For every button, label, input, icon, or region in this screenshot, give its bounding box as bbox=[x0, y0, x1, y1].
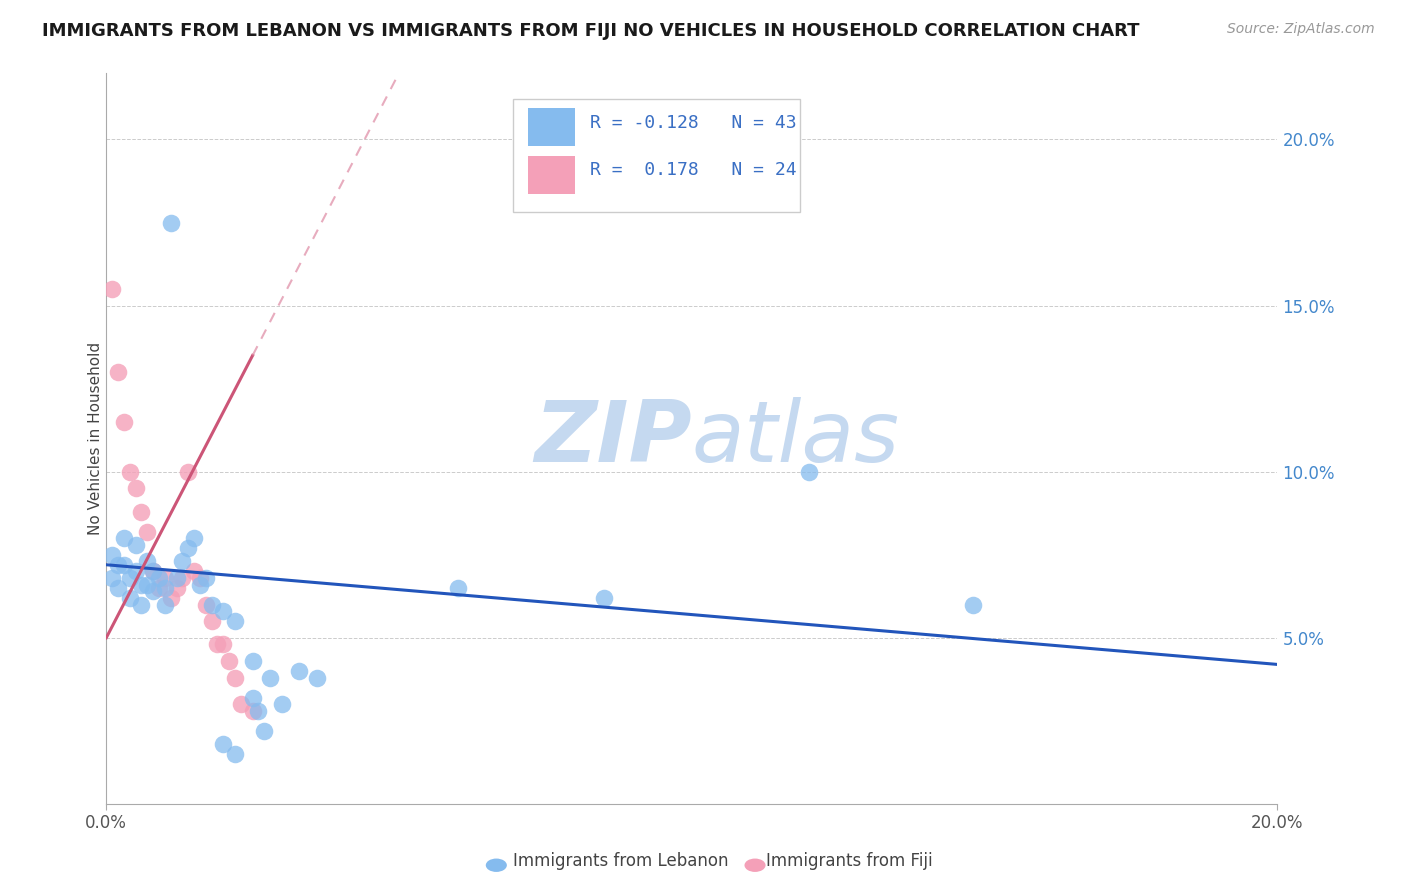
Point bbox=[247, 704, 270, 718]
Point bbox=[253, 723, 276, 738]
Point bbox=[136, 577, 159, 591]
Point bbox=[101, 548, 124, 562]
Point bbox=[159, 591, 181, 605]
Point bbox=[194, 571, 217, 585]
Point bbox=[142, 584, 165, 599]
Bar bbox=[527, 108, 575, 146]
Point bbox=[207, 638, 229, 652]
Point bbox=[107, 581, 129, 595]
Point bbox=[177, 541, 200, 555]
Point bbox=[224, 614, 246, 628]
Point bbox=[112, 531, 135, 545]
Point bbox=[229, 698, 252, 712]
Point bbox=[962, 598, 984, 612]
Point bbox=[142, 565, 165, 579]
Point bbox=[172, 554, 194, 568]
Point bbox=[172, 571, 194, 585]
Point bbox=[112, 558, 135, 572]
Point bbox=[124, 481, 146, 495]
Point bbox=[183, 531, 205, 545]
Text: atlas: atlas bbox=[692, 397, 900, 480]
Text: ZIP: ZIP bbox=[534, 397, 692, 480]
Point bbox=[593, 591, 616, 605]
Text: Source: ZipAtlas.com: Source: ZipAtlas.com bbox=[1227, 22, 1375, 37]
FancyBboxPatch shape bbox=[513, 98, 800, 212]
Point bbox=[212, 737, 235, 751]
Point bbox=[224, 671, 246, 685]
Point bbox=[201, 614, 224, 628]
Point bbox=[131, 598, 153, 612]
Point bbox=[183, 565, 205, 579]
Y-axis label: No Vehicles in Household: No Vehicles in Household bbox=[87, 342, 103, 535]
Point bbox=[107, 365, 129, 379]
Point bbox=[153, 598, 176, 612]
Point bbox=[136, 554, 159, 568]
Point bbox=[153, 581, 176, 595]
Text: R = -0.128   N = 43: R = -0.128 N = 43 bbox=[591, 113, 797, 132]
Point bbox=[148, 571, 170, 585]
Point bbox=[201, 598, 224, 612]
Point bbox=[166, 581, 188, 595]
Point bbox=[242, 654, 264, 668]
Point bbox=[305, 671, 328, 685]
Point bbox=[212, 638, 235, 652]
Point bbox=[118, 465, 141, 479]
Point bbox=[148, 581, 170, 595]
Point bbox=[101, 571, 124, 585]
Text: Immigrants from Fiji: Immigrants from Fiji bbox=[766, 852, 934, 870]
Point bbox=[188, 577, 211, 591]
Text: IMMIGRANTS FROM LEBANON VS IMMIGRANTS FROM FIJI NO VEHICLES IN HOUSEHOLD CORRELA: IMMIGRANTS FROM LEBANON VS IMMIGRANTS FR… bbox=[42, 22, 1140, 40]
Point bbox=[224, 747, 246, 761]
Point bbox=[271, 698, 294, 712]
Point bbox=[177, 465, 200, 479]
Bar bbox=[527, 155, 575, 194]
Point bbox=[259, 671, 281, 685]
Point bbox=[107, 558, 129, 572]
Point bbox=[797, 465, 820, 479]
Point bbox=[288, 664, 311, 678]
Point bbox=[131, 505, 153, 519]
Point bbox=[218, 654, 240, 668]
Point bbox=[188, 571, 211, 585]
Point bbox=[118, 591, 141, 605]
Point bbox=[212, 604, 235, 618]
Point bbox=[159, 215, 181, 229]
Point bbox=[153, 571, 176, 585]
Point bbox=[194, 598, 217, 612]
Point bbox=[101, 282, 124, 296]
Text: Immigrants from Lebanon: Immigrants from Lebanon bbox=[513, 852, 728, 870]
Point bbox=[124, 565, 146, 579]
Point bbox=[118, 571, 141, 585]
Point bbox=[242, 704, 264, 718]
Point bbox=[142, 565, 165, 579]
Point bbox=[112, 415, 135, 429]
Point bbox=[136, 524, 159, 539]
Point bbox=[131, 577, 153, 591]
Point bbox=[166, 571, 188, 585]
Point bbox=[124, 538, 146, 552]
Point bbox=[446, 581, 468, 595]
Text: R =  0.178   N = 24: R = 0.178 N = 24 bbox=[591, 161, 797, 179]
Point bbox=[242, 690, 264, 705]
